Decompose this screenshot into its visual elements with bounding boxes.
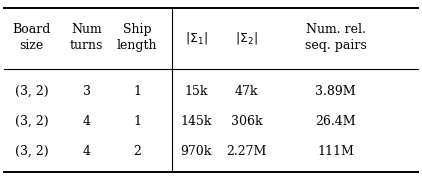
Text: Num
turns: Num turns: [70, 23, 103, 52]
Text: Board
size: Board size: [13, 23, 51, 52]
Text: 1: 1: [133, 85, 141, 98]
Text: 2.27M: 2.27M: [227, 145, 267, 158]
Text: 47k: 47k: [235, 85, 259, 98]
Text: 1: 1: [133, 115, 141, 128]
Text: Num. rel.
seq. pairs: Num. rel. seq. pairs: [305, 23, 366, 52]
Text: (3, 2): (3, 2): [15, 115, 49, 128]
Text: 15k: 15k: [184, 85, 208, 98]
Text: $|\Sigma_2|$: $|\Sigma_2|$: [235, 30, 258, 46]
Text: (3, 2): (3, 2): [15, 85, 49, 98]
Text: 4: 4: [83, 145, 90, 158]
Text: 145k: 145k: [181, 115, 212, 128]
Text: 26.4M: 26.4M: [315, 115, 356, 128]
Text: 306k: 306k: [231, 115, 262, 128]
Text: Ship
length: Ship length: [117, 23, 157, 52]
Text: 3: 3: [83, 85, 90, 98]
Text: 2: 2: [133, 145, 141, 158]
Text: 4: 4: [83, 115, 90, 128]
Text: $|\Sigma_1|$: $|\Sigma_1|$: [185, 30, 208, 46]
Text: (3, 2): (3, 2): [15, 145, 49, 158]
Text: 3.89M: 3.89M: [315, 85, 356, 98]
Text: 970k: 970k: [181, 145, 212, 158]
Text: 111M: 111M: [317, 145, 354, 158]
